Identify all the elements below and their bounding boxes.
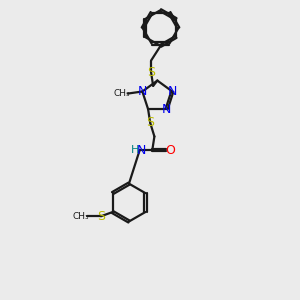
Text: CH₃: CH₃ <box>73 212 89 221</box>
Text: S: S <box>97 210 105 223</box>
Text: N: N <box>162 103 171 116</box>
Text: CH₃: CH₃ <box>113 89 130 98</box>
Text: O: O <box>165 144 175 157</box>
Text: N: N <box>168 85 177 98</box>
Text: S: S <box>146 116 154 129</box>
Text: H: H <box>131 145 139 155</box>
Text: N: N <box>137 144 146 157</box>
Text: S: S <box>147 66 155 79</box>
Text: N: N <box>138 85 147 98</box>
